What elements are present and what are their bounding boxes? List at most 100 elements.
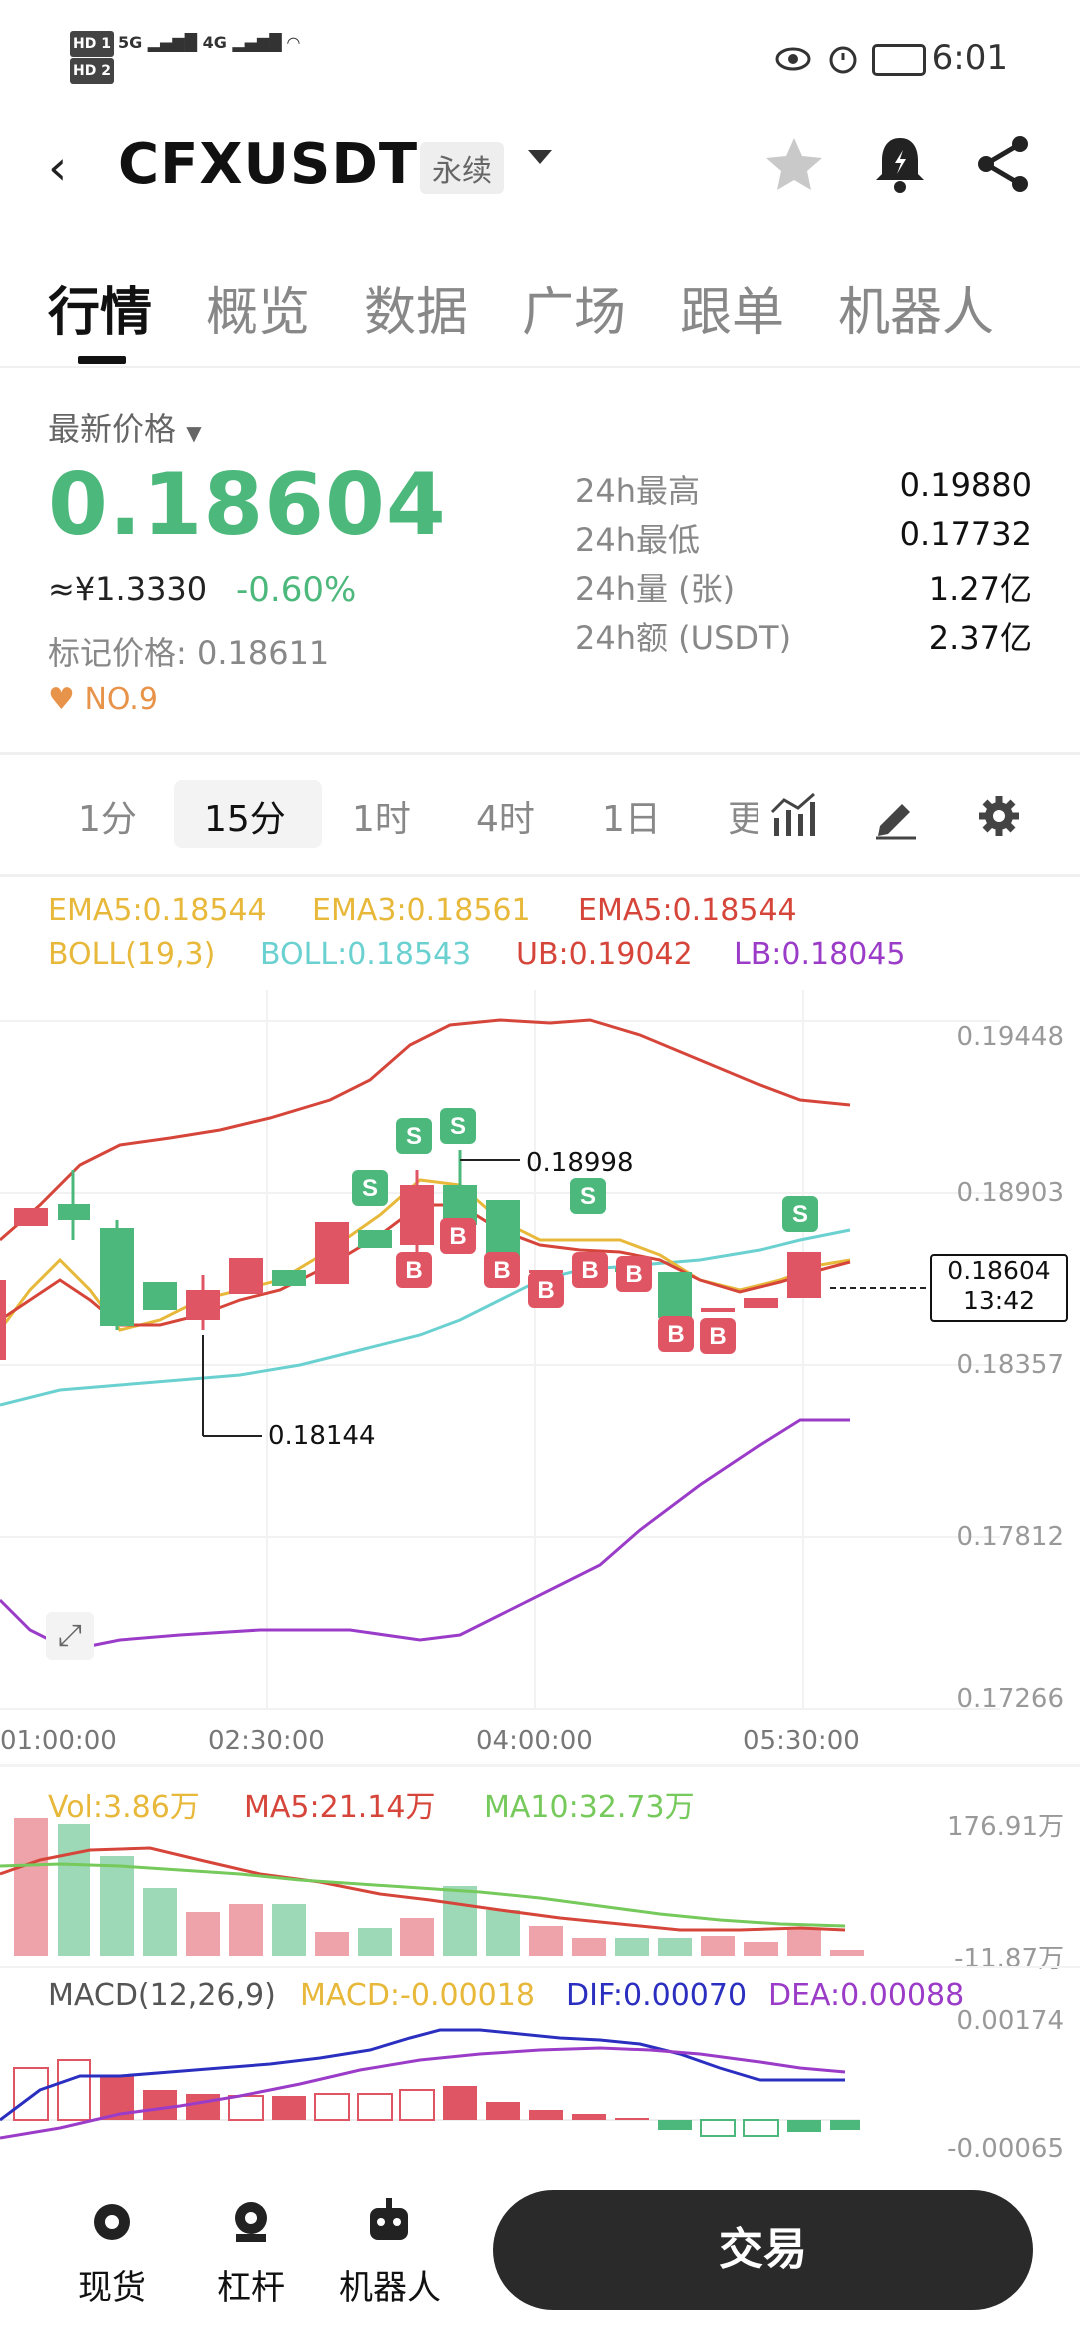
macd-bar: [572, 2114, 606, 2120]
interval-15m[interactable]: 15分: [204, 799, 286, 840]
macd-bar: [787, 2120, 821, 2132]
current-price-tag[interactable]: 0.18604 13:42: [930, 1254, 1068, 1322]
sell-marker: S: [440, 1108, 476, 1144]
share-icon[interactable]: [970, 130, 1038, 198]
settings-gear-icon[interactable]: [975, 792, 1023, 840]
boll-line: [0, 1228, 851, 1407]
legend-ema3: EMA3:0.18561: [312, 893, 531, 928]
clock: 6:01: [931, 38, 1008, 78]
grid-line: [0, 1192, 1000, 1194]
indicators-icon[interactable]: [770, 792, 818, 840]
interval-more[interactable]: 更: [728, 799, 758, 840]
symbol-title[interactable]: CFXUSDT: [118, 132, 419, 197]
tab-market[interactable]: 行情: [48, 283, 153, 343]
vol-ma5-line: [0, 1846, 846, 1932]
grid-line: [266, 990, 268, 1710]
divider: [0, 874, 1080, 877]
candle: [315, 1222, 349, 1284]
price-alert-icon[interactable]: [866, 130, 934, 198]
price-axis-tick: 0.17266: [956, 1684, 1064, 1714]
vol-bar: [400, 1918, 434, 1956]
interval-1d[interactable]: 1日: [602, 799, 661, 840]
vol-bar: [14, 1818, 48, 1956]
contract-type-badge[interactable]: 永续: [420, 142, 504, 194]
divider: [0, 1764, 1080, 1767]
buy-marker: B: [528, 1272, 564, 1308]
vol-bar: [830, 1950, 864, 1956]
candle: [744, 1298, 778, 1308]
tab-bots[interactable]: 机器人: [838, 283, 995, 343]
grid-line: [534, 990, 536, 1710]
legend-boll: BOLL:0.18543: [260, 937, 472, 972]
nav-bots[interactable]: 机器人: [339, 2268, 441, 2308]
spot-icon[interactable]: [90, 2200, 134, 2244]
star-icon[interactable]: [760, 130, 828, 198]
margin-icon[interactable]: [226, 2200, 276, 2244]
status-icons: [775, 46, 857, 74]
low-annotation: 0.18144: [268, 1421, 376, 1451]
stat-volume-label: 24h量 (张): [575, 570, 736, 608]
legend-vol: Vol:3.86万: [48, 1790, 200, 1825]
macd-axis-max: 0.00174: [956, 2006, 1064, 2036]
buy-marker: B: [616, 1256, 652, 1292]
tab-data[interactable]: 数据: [364, 283, 469, 343]
macd-bar: [615, 2118, 649, 2120]
interval-4h[interactable]: 4时: [476, 799, 535, 840]
heart-icon: ♥: [48, 682, 75, 717]
time-axis-tick: 01:00:00: [0, 1726, 117, 1756]
nav-spot[interactable]: 现货: [78, 2268, 146, 2308]
tab-copytrade[interactable]: 跟单: [680, 283, 785, 343]
svg-text:B: B: [709, 1323, 726, 1350]
vol-axis-min: -11.87万: [954, 1944, 1064, 1974]
macd-bar: [186, 2094, 220, 2120]
stat-low-label: 24h最低: [575, 521, 701, 559]
grid-line: [802, 990, 804, 1710]
tab-overview[interactable]: 概览: [206, 283, 311, 343]
sell-marker: S: [352, 1170, 388, 1206]
legend-dif: DIF:0.00070: [566, 1978, 748, 2013]
nav-margin[interactable]: 杠杆: [217, 2268, 285, 2308]
rank-badge[interactable]: ♥ NO.9: [48, 682, 158, 717]
latest-price-selector[interactable]: 最新价格 ▼: [48, 404, 202, 450]
cny-price: ≈¥1.3330: [48, 570, 208, 608]
time-axis-tick: 05:30:00: [743, 1726, 860, 1756]
vol-axis-max: 176.91万: [947, 1812, 1064, 1842]
tab-square[interactable]: 广场: [522, 283, 627, 343]
mark-price: 标记价格: 0.18611: [48, 634, 330, 672]
fullscreen-icon[interactable]: ⤢: [46, 1612, 94, 1660]
last-price: 0.18604: [48, 455, 447, 555]
wifi-icon: ◠: [287, 33, 300, 52]
interval-1h[interactable]: 1时: [352, 799, 411, 840]
symbol-dropdown-icon[interactable]: [528, 150, 552, 164]
legend-lb: LB:0.18045: [734, 937, 906, 972]
interval-1m[interactable]: 1分: [78, 799, 137, 840]
vol-bar: [572, 1938, 606, 1956]
current-price-value: 0.18604: [947, 1256, 1051, 1285]
price-axis-tick: 0.19448: [956, 1022, 1064, 1052]
vol-bar: [615, 1938, 649, 1956]
draw-icon[interactable]: [872, 792, 920, 840]
svg-text:B: B: [405, 1257, 422, 1284]
candle: [787, 1252, 821, 1298]
time-axis-tick: 02:30:00: [208, 1726, 325, 1756]
vol-bar: [787, 1928, 821, 1956]
vol-bar: [272, 1904, 306, 1956]
stat-low-value: 0.17732: [899, 515, 1032, 553]
price-axis-tick: 0.18903: [956, 1178, 1064, 1208]
signal2-icon: ▂▄▆█: [232, 33, 282, 52]
latest-price-label: 最新价格: [48, 410, 177, 448]
macd-bar: [399, 2089, 435, 2121]
legend-ub: UB:0.19042: [516, 937, 693, 972]
bot-icon[interactable]: [364, 2196, 414, 2244]
buy-marker: B: [440, 1218, 476, 1254]
ub-line: [0, 1018, 851, 1242]
back-button[interactable]: ‹: [48, 140, 68, 196]
buy-marker: B: [572, 1252, 608, 1288]
stat-volume-value: 1.27亿: [928, 570, 1032, 608]
trade-button[interactable]: 交易: [493, 2190, 1033, 2310]
legend-dea: DEA:0.00088: [768, 1978, 965, 2013]
stat-high-label: 24h最高: [575, 472, 701, 510]
svg-text:S: S: [792, 1201, 808, 1228]
buy-marker: B: [396, 1252, 432, 1288]
candlestick-chart[interactable]: S S S S S B B B B B B B B: [0, 990, 1000, 1710]
